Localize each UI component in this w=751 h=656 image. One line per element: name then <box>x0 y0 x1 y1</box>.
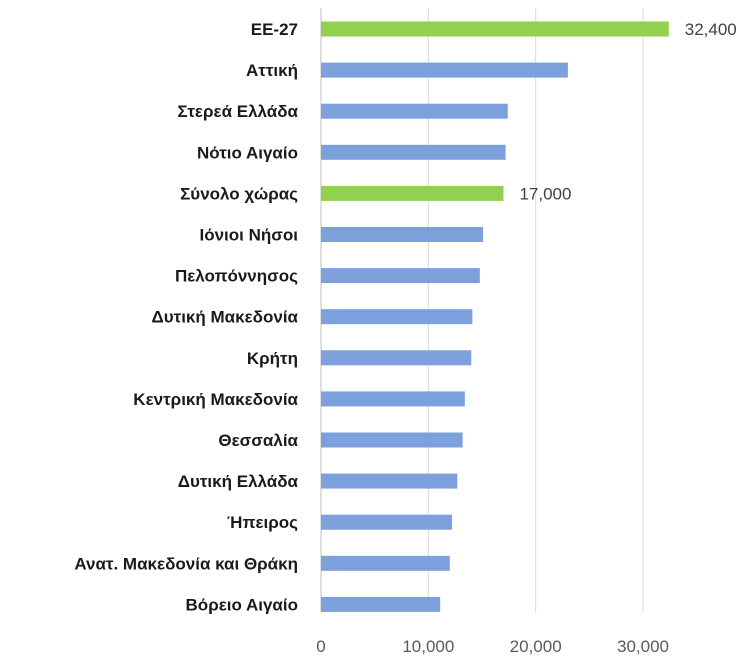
category-label: Βόρειο Αιγαίο <box>186 595 298 614</box>
x-tick-label: 30,000 <box>617 637 669 656</box>
x-tick-label: 0 <box>316 637 325 656</box>
category-label: Στερεά Ελλάδα <box>177 102 298 121</box>
x-tick-label: 10,000 <box>402 637 454 656</box>
category-label: Νότιο Αιγαίο <box>197 143 298 162</box>
bar-region <box>321 309 473 325</box>
bar-region <box>321 144 506 160</box>
category-label: Κεντρική Μακεδονία <box>133 390 298 409</box>
bar-region <box>321 62 568 78</box>
x-tick-label: 20,000 <box>510 637 562 656</box>
bar-region <box>321 555 450 571</box>
x-tick-labels: 0 10,000 20,000 30,000 <box>316 637 669 656</box>
bar-region <box>321 268 480 284</box>
category-label: Θεσσαλία <box>218 431 298 450</box>
bar-region <box>321 596 441 612</box>
bar-region <box>321 227 484 242</box>
category-label: Δυτική Μακεδονία <box>152 308 299 327</box>
bar-region <box>321 391 465 407</box>
category-label: ΕΕ-27 <box>251 20 298 39</box>
bars <box>321 21 669 612</box>
category-label: Ιόνιοι Νήσοι <box>199 226 298 245</box>
bar-region <box>321 350 472 366</box>
category-label: Πελοπόννησος <box>175 267 298 286</box>
bar-region <box>321 473 458 489</box>
data-label: 17,000 <box>519 184 571 203</box>
category-label: Ήπειρος <box>227 513 298 532</box>
category-label: Κρήτη <box>247 349 298 368</box>
bar-region <box>321 103 508 119</box>
category-labels: ΕΕ-27 Αττική Στερεά Ελλάδα Νότιο Αιγαίο Σύνο… <box>74 20 298 614</box>
bar-region <box>321 432 463 448</box>
bar-region <box>321 514 452 530</box>
category-label: Δυτική Ελλάδα <box>178 472 299 491</box>
bar-highlight <box>321 21 669 37</box>
category-label: Σύνολο χώρας <box>180 184 298 203</box>
data-label: 32,400 <box>685 20 737 39</box>
category-label: Αττική <box>246 61 298 80</box>
category-label: Ανατ. Μακεδονία και Θράκη <box>74 554 298 573</box>
data-labels: 32,400 17,000 <box>519 20 736 203</box>
bar-highlight <box>321 185 504 201</box>
